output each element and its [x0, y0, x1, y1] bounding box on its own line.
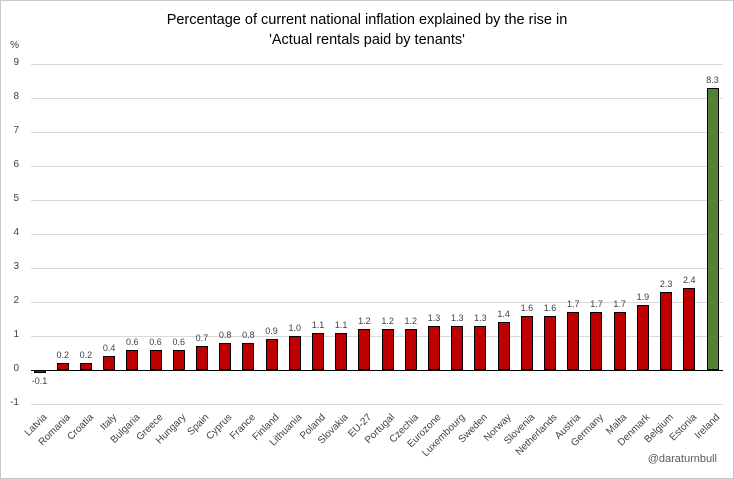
x-axis-line: [31, 369, 723, 371]
gridline-y-8: [31, 98, 723, 99]
bar-italy: [103, 356, 116, 370]
y-tick-label-6: 6: [13, 159, 19, 170]
gridline-y-5: [31, 200, 723, 201]
bar-value-label-norway: 1.4: [497, 309, 510, 320]
bar-hungary: [172, 349, 185, 370]
bar-ireland: [706, 87, 719, 370]
bar-finland: [265, 339, 278, 370]
bar-value-label-portugal: 1.2: [381, 316, 394, 327]
gridline-y-4: [31, 234, 723, 235]
bar-value-label-france: 0.8: [242, 329, 255, 340]
bar-value-label-italy: 0.4: [102, 343, 116, 354]
bar-value-label-ireland: 8.3: [706, 74, 719, 85]
bar-bulgaria: [126, 349, 139, 370]
bar-value-label-czechia: 1.2: [404, 316, 418, 327]
bar-eurozone: [428, 325, 441, 370]
bar-value-label-estonia: 2.4: [683, 275, 696, 286]
bar-value-label-luxembourg: 1.3: [450, 312, 464, 323]
bar-cyprus: [219, 342, 232, 370]
bar-norway: [497, 322, 510, 370]
bar-netherlands: [544, 315, 557, 370]
bar-denmark: [636, 305, 649, 370]
bar-value-label-greece: 0.6: [149, 336, 162, 347]
bar-value-label-lithuania: 1.0: [288, 323, 302, 333]
bar-value-label-malta: 1.7: [613, 299, 626, 310]
bar-value-label-austria: 1.7: [566, 299, 580, 310]
bar-sweden: [474, 325, 487, 370]
y-tick-label-4: 4: [13, 227, 19, 238]
bar-france: [242, 342, 255, 370]
bar-romania: [56, 363, 69, 370]
chart-title: Percentage of current national inflation…: [1, 10, 733, 50]
x-axis-label-cyprus: Cyprus: [204, 412, 235, 443]
bar-value-label-slovenia: 1.6: [520, 302, 534, 313]
bar-eu-27: [358, 329, 371, 370]
bar-slovakia: [335, 332, 348, 370]
y-tick-label-1: 1: [13, 329, 19, 340]
gridline-y-9: [31, 64, 723, 65]
bar-lithuania: [288, 336, 301, 370]
x-axis-label-ireland: Ireland: [692, 412, 723, 442]
bar-value-label-poland: 1.1: [311, 319, 325, 330]
y-tick-label-2: 2: [13, 295, 19, 306]
bar-value-label-romania: 0.2: [56, 350, 69, 361]
y-tick-label-0: 0: [13, 363, 19, 374]
y-tick-label-3: 3: [13, 261, 19, 272]
bar-croatia: [79, 363, 92, 370]
bar-value-label-spain: 0.7: [195, 333, 209, 344]
bar-germany: [590, 312, 603, 370]
bar-value-label-slovakia: 1.1: [334, 319, 348, 330]
bar-value-label-eurozone: 1.3: [427, 312, 441, 323]
y-tick-label-8: 8: [13, 91, 19, 102]
gridline-y-6: [31, 166, 723, 167]
y-axis-unit-label: %: [10, 40, 19, 51]
bar-value-label-netherlands: 1.6: [543, 302, 557, 313]
bar-value-label-sweden: 1.3: [474, 312, 487, 323]
chart-title-line2: 'Actual rentals paid by tenants': [269, 32, 465, 48]
bar-value-label-cyprus: 0.8: [218, 329, 232, 340]
bar-value-label-belgium: 2.3: [659, 278, 673, 289]
y-tick-label--1: -1: [10, 397, 19, 408]
gridline-y-2: [31, 302, 723, 303]
bar-value-label-denmark: 1.9: [636, 292, 650, 303]
bar-value-label-latvia: -0.1: [31, 376, 48, 387]
bar-poland: [311, 332, 324, 370]
y-tick-label-5: 5: [13, 193, 19, 204]
bar-greece: [149, 349, 162, 370]
bar-value-label-hungary: 0.6: [172, 336, 185, 347]
attribution: @daraturnbull: [647, 453, 717, 465]
bar-spain: [195, 346, 208, 370]
y-tick-label-9: 9: [13, 57, 19, 68]
bar-czechia: [404, 329, 417, 370]
bar-value-label-bulgaria: 0.6: [126, 336, 139, 347]
bar-latvia: [33, 370, 46, 374]
bar-austria: [567, 312, 580, 370]
gridline-y-1: [31, 336, 723, 337]
bar-value-label-germany: 1.7: [590, 299, 603, 310]
gridline-y--1: [31, 404, 723, 405]
bar-estonia: [683, 288, 696, 370]
chart-title-line1: Percentage of current national inflation…: [166, 12, 568, 28]
bar-value-label-eu-27: 1.2: [358, 316, 371, 327]
bar-value-label-croatia: 0.2: [79, 350, 93, 361]
gridline-y-7: [31, 132, 723, 133]
bar-belgium: [660, 291, 673, 370]
bar-slovenia: [520, 315, 533, 370]
bar-portugal: [381, 329, 394, 370]
bar-value-label-finland: 0.9: [265, 326, 278, 337]
bar-malta: [613, 312, 626, 370]
bar-luxembourg: [451, 325, 464, 370]
gridline-y-3: [31, 268, 723, 269]
y-tick-label-7: 7: [13, 125, 19, 136]
